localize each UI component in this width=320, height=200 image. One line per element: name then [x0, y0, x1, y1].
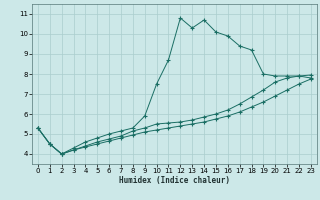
X-axis label: Humidex (Indice chaleur): Humidex (Indice chaleur) [119, 176, 230, 185]
